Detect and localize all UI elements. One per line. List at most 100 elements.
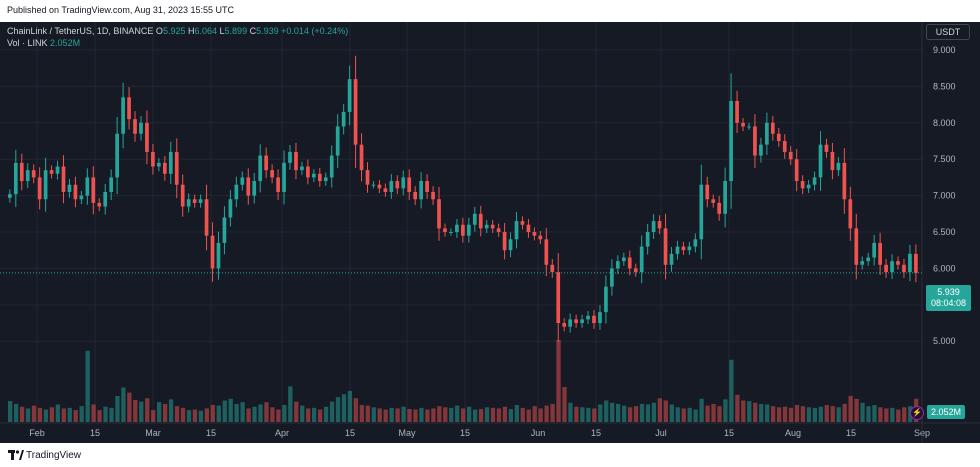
candle-body (455, 224, 459, 233)
candle-body (115, 133, 119, 178)
candle-body (842, 162, 847, 200)
legend-symbol[interactable]: ChainLink / TetherUS, 1D, BINANCE (7, 26, 154, 36)
candle-body (627, 257, 632, 269)
volume-bar (765, 404, 770, 422)
candle-body (139, 122, 143, 134)
volume-bar (359, 405, 364, 422)
volume-bar (103, 406, 108, 422)
volume-bar (174, 406, 180, 422)
candle-body (478, 213, 483, 229)
candle-body (610, 268, 614, 287)
candle-body (419, 181, 423, 200)
candle-body (550, 264, 555, 273)
volume-bar (574, 406, 579, 422)
volume-bar (288, 386, 293, 422)
footer-bar: TradingView (0, 443, 980, 467)
x-tick-label: Jun (531, 428, 546, 438)
currency-button[interactable]: USDT (926, 24, 970, 40)
volume-bar (353, 398, 359, 422)
candle-body (79, 195, 84, 200)
volume-bar (228, 398, 233, 422)
volume-bar (645, 404, 651, 422)
volume-bar (568, 402, 573, 422)
candle-body (306, 166, 310, 178)
candle-body (413, 191, 418, 200)
published-text: Published on TradingView.com, Aug 31, 20… (7, 5, 234, 15)
candle-body (240, 177, 245, 185)
legend-volume-label[interactable]: Vol · LINK (7, 38, 48, 48)
volume-bar (31, 405, 37, 422)
candle-body (407, 177, 412, 192)
volume-bar (699, 398, 704, 422)
candle-body (830, 151, 835, 171)
candle-body (538, 235, 543, 240)
candle-body (13, 162, 18, 195)
volume-bar (240, 402, 245, 422)
volume-bar (145, 398, 150, 422)
candle-body (866, 257, 871, 262)
volume-bar (97, 410, 102, 422)
volume-bar (770, 406, 776, 422)
volume-bar (514, 405, 519, 422)
candle-body (532, 232, 537, 236)
candle-body (681, 246, 686, 251)
candle-body (741, 122, 745, 127)
volume-bar (234, 403, 239, 422)
volume-bar (61, 408, 66, 422)
y-tick-label: 9.000 (933, 45, 956, 55)
chart-area[interactable]: 9.0008.5008.0007.5007.0006.5006.0005.500… (0, 22, 980, 443)
y-tick-label: 8.000 (933, 118, 956, 128)
legend-close-label: C (249, 26, 257, 36)
volume-bar (25, 408, 31, 422)
y-tick-label: 6.000 (933, 263, 956, 273)
candle-body (616, 261, 620, 269)
volume-bar (490, 407, 496, 422)
candle-body (43, 170, 48, 200)
volume-bar (830, 406, 835, 422)
volume-bar (598, 404, 603, 422)
volume-bar (437, 406, 442, 422)
legend-close-value: 5.939 (256, 26, 279, 36)
candle-body (800, 181, 805, 189)
candle-body (49, 170, 54, 174)
x-tick-label: Apr (275, 428, 289, 438)
volume-bar (431, 408, 436, 422)
legend-open-value: 5.925 (162, 26, 186, 36)
candle-body (294, 151, 298, 171)
footer-brand[interactable]: TradingView (26, 450, 82, 461)
candle-body (687, 246, 692, 251)
volume-bar (657, 398, 663, 422)
volume-bar (49, 407, 55, 422)
volume-bar (592, 408, 597, 422)
candle-body (371, 184, 376, 186)
volume-bar (741, 400, 746, 422)
candlestick-chart[interactable]: 9.0008.5008.0007.5007.0006.5006.0005.500… (0, 22, 980, 443)
volume-bar (884, 408, 889, 422)
volume-bar (681, 408, 686, 422)
volume-bar (413, 409, 418, 422)
volume-bar (168, 399, 174, 422)
volume-bar (669, 404, 674, 422)
volume-bar (264, 402, 269, 422)
x-tick-label: Aug (785, 428, 801, 438)
candle-body (19, 162, 24, 182)
candle-body (186, 199, 191, 207)
candle-body (234, 184, 239, 200)
candle-body (198, 199, 203, 203)
volume-bar (639, 403, 645, 422)
candle-body (383, 188, 388, 192)
x-tick-label: 15 (591, 428, 601, 438)
x-tick-label: May (398, 428, 416, 438)
last-price-label: 5.939 08:04:08 (926, 285, 971, 311)
volume-bar (425, 409, 430, 422)
candle-body (121, 97, 125, 134)
volume-bar (472, 409, 478, 422)
volume-bar (312, 407, 317, 422)
candle-body (884, 264, 888, 273)
candle-body (508, 239, 513, 251)
volume-bar (389, 407, 394, 422)
lightning-icon[interactable]: ⚡ (910, 406, 924, 420)
candle-body (192, 199, 197, 203)
candle-body (31, 170, 36, 178)
candle-body (735, 100, 739, 123)
